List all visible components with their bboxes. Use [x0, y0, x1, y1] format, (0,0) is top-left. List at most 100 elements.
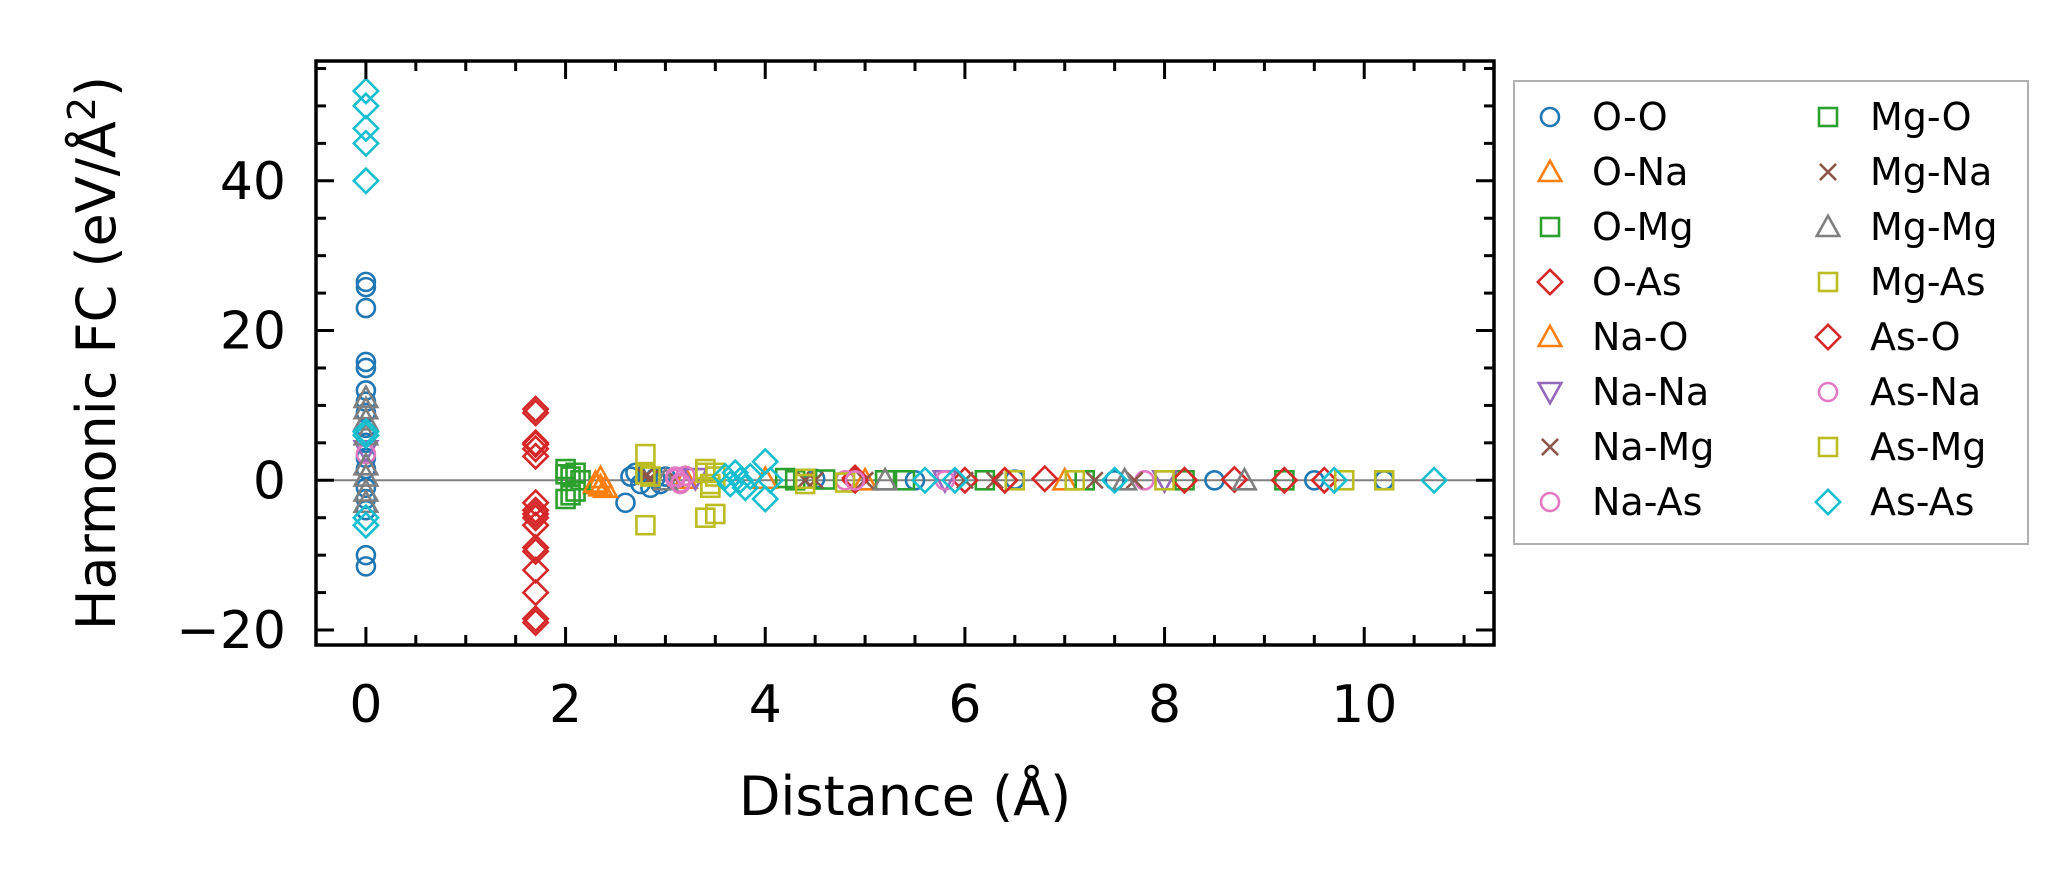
point-as-mg-0 — [635, 463, 656, 485]
legend-marker-as-mg — [1817, 436, 1839, 458]
legend-label: Mg-Mg — [1870, 205, 1998, 249]
data-points — [351, 76, 1449, 637]
y-tick-label: 0 — [253, 451, 286, 511]
point-mg-mg-5 — [352, 462, 380, 487]
legend: O-O O-Na O-Mg O-As Na-O Na-Na Na-Mg Na-As Mg-O Mg… — [1513, 80, 2029, 545]
point-mg-as-7 — [834, 472, 856, 493]
legend-label: Mg-Na — [1870, 150, 1992, 194]
point-o-as-12 — [521, 578, 550, 607]
point-as-mg-6 — [794, 473, 816, 495]
legend-marker-na-mg — [1540, 437, 1560, 457]
point-mg-na-2 — [985, 471, 1004, 490]
point-o-as-4 — [521, 442, 550, 471]
point-as-as-16 — [751, 485, 780, 513]
point-mg-as-8 — [1004, 469, 1026, 491]
point-as-as-22 — [1420, 466, 1449, 495]
point-as-na-1 — [670, 473, 691, 495]
point-as-as-13 — [731, 473, 760, 502]
x-tick-label: 10 — [1331, 675, 1397, 735]
point-mg-mg-2 — [352, 406, 380, 431]
legend-marker-na-na — [1536, 381, 1564, 406]
point-as-as-4 — [351, 166, 380, 195]
point-o-as-18 — [1170, 466, 1199, 495]
point-o-o-3 — [355, 351, 377, 373]
point-na-mg-5 — [1085, 471, 1104, 490]
plot-frame — [314, 59, 1496, 647]
x-tick-label: 8 — [1148, 675, 1181, 735]
legend-label: As-Na — [1870, 370, 1981, 414]
point-mg-as-2 — [640, 466, 661, 487]
legend-item-na-na: Na-Na — [1536, 370, 1709, 414]
point-as-as-20 — [1100, 466, 1129, 495]
point-mg-mg-10 — [1111, 466, 1139, 491]
y-axis-label-superscript: 2 — [60, 97, 104, 121]
legend-label: O-O — [1592, 95, 1668, 139]
point-o-as-6 — [521, 496, 550, 525]
point-as-as-0 — [351, 76, 380, 105]
point-o-mg-11 — [1274, 469, 1295, 491]
legend-marker-as-na — [1817, 381, 1839, 403]
legend-marker-as-o — [1814, 323, 1842, 351]
point-as-as-7 — [351, 503, 380, 532]
point-as-mg-7 — [1373, 469, 1395, 491]
series-as-as — [351, 76, 1449, 540]
legend-marker-o-as — [1536, 268, 1564, 296]
legend-box — [1513, 80, 2029, 545]
legend-item-as-as: As-As — [1814, 480, 1974, 524]
legend-label: Na-As — [1592, 480, 1702, 524]
legend-items: O-O O-Na O-Mg O-As Na-O Na-Na Na-Mg Na-As Mg-O Mg… — [1536, 95, 1998, 524]
point-as-as-18 — [910, 466, 939, 495]
point-o-mg-10 — [1174, 469, 1195, 491]
point-as-as-17 — [756, 466, 785, 495]
point-o-as-21 — [1310, 466, 1339, 495]
legend-label: O-Na — [1592, 150, 1688, 194]
legend-item-o-as: O-As — [1536, 260, 1682, 304]
point-mg-o-1 — [560, 484, 581, 506]
legend-item-na-as: Na-As — [1539, 480, 1702, 524]
legend-marker-o-mg — [1539, 216, 1561, 238]
legend-label: O-Mg — [1592, 205, 1694, 249]
legend-marker-na-as — [1539, 491, 1561, 513]
point-o-o-16 — [355, 556, 377, 577]
legend-item-as-o: As-O — [1814, 315, 1960, 359]
legend-label: Mg-O — [1870, 95, 1972, 139]
point-o-o-1 — [355, 276, 377, 298]
point-as-o-3 — [990, 466, 1019, 495]
legend-item-na-mg: Na-Mg — [1540, 425, 1714, 469]
point-as-as-2 — [351, 114, 380, 143]
point-as-as-10 — [716, 470, 745, 499]
axis-ticks — [314, 61, 1494, 645]
point-as-o-1 — [521, 499, 550, 528]
legend-marker-mg-mg — [1814, 213, 1842, 238]
point-mg-as-10 — [1154, 469, 1175, 491]
point-o-na-2 — [592, 473, 619, 499]
point-as-as-14 — [736, 462, 765, 491]
point-mg-o-2 — [565, 462, 586, 484]
point-as-as-9 — [711, 462, 740, 491]
y-tick-label: 20 — [220, 302, 286, 362]
point-o-as-13 — [521, 604, 550, 633]
legend-item-o-na: O-Na — [1536, 150, 1688, 194]
x-tick-label: 4 — [749, 675, 782, 735]
legend-item-o-o: O-O — [1539, 95, 1668, 139]
legend-label: As-O — [1870, 315, 1960, 359]
point-as-as-3 — [351, 129, 380, 158]
point-mg-mg-6 — [352, 477, 380, 502]
point-as-as-5 — [351, 417, 380, 446]
point-o-o-17 — [615, 492, 636, 514]
legend-marker-mg-o — [1817, 106, 1839, 128]
point-o-na-3 — [671, 464, 699, 490]
point-o-as-7 — [521, 503, 550, 532]
point-as-as-19 — [940, 466, 969, 495]
legend-label: Mg-As — [1870, 260, 1986, 304]
point-o-as-1 — [521, 398, 550, 427]
x-tick-label: 6 — [948, 675, 981, 735]
legend-item-mg-as: Mg-As — [1817, 260, 1986, 304]
legend-item-as-na: As-Na — [1817, 370, 1981, 414]
point-o-as-17 — [1030, 464, 1059, 493]
legend-item-as-mg: As-Mg — [1817, 425, 1986, 469]
point-o-na-4 — [851, 466, 879, 491]
legend-label: Na-Na — [1592, 370, 1709, 414]
point-mg-as-11 — [1333, 469, 1355, 491]
